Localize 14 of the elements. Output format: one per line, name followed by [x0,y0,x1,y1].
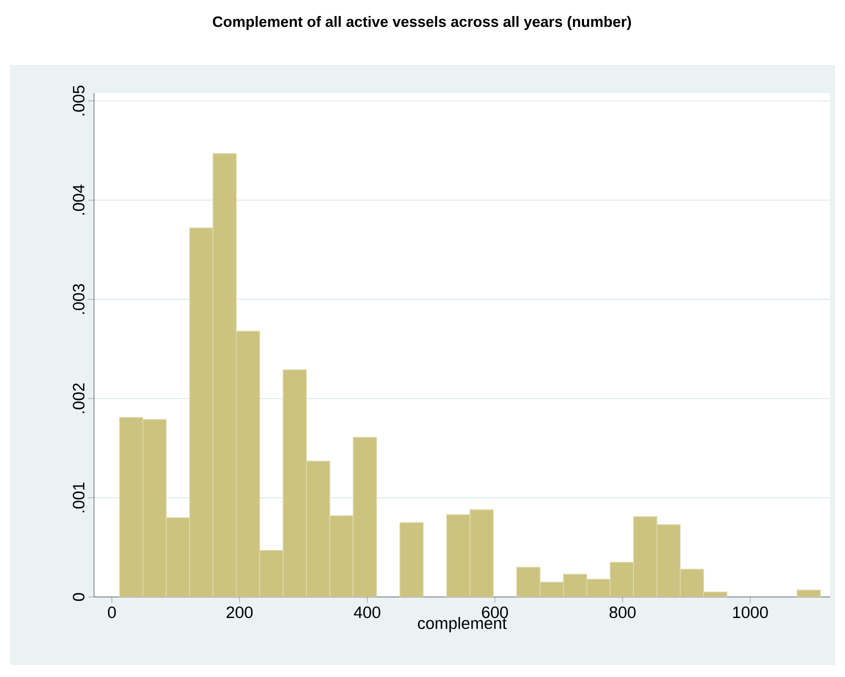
x-tick-label: 400 [354,606,380,618]
x-tick-label: 1000 [733,606,768,618]
y-tick-label: 0 [72,593,84,601]
y-tick-label: .003 [72,284,84,314]
x-tick-label: 600 [482,606,508,618]
x-tick-label: 200 [226,606,253,618]
y-tick-label: .001 [72,482,84,512]
x-tick-label: 800 [610,606,636,618]
y-tick-label: .004 [72,184,84,215]
x-tick-label: 0 [108,606,116,618]
x-axis-title: complement [418,616,507,632]
y-tick-label: .005 [72,86,84,116]
y-tick-label: .002 [72,383,84,414]
chart-title: Complement of all active vessels across all years (number) [212,16,631,30]
